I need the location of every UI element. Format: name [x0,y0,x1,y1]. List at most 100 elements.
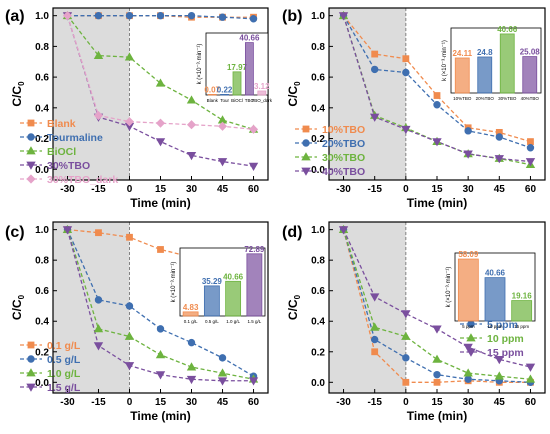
data-point [433,92,441,99]
x-tick-label: 0 [127,397,133,408]
legend-label: 20%TBO [322,138,365,150]
data-point [186,152,197,161]
data-point [186,375,197,385]
y-tick-label: 0.4 [35,103,49,114]
dark-region [329,222,406,393]
inset-bar-label: 40.66 [485,269,506,278]
data-point [218,354,227,362]
data-point [370,293,380,302]
y-tick-label: 0.2 [311,134,325,145]
data-point [464,127,472,135]
legend-marker [27,355,35,363]
data-point [495,133,504,141]
x-tick-label: 60 [248,397,260,408]
y-tick-label: 0.6 [35,286,49,297]
x-tick-label: 15 [155,184,167,195]
x-tick-label: -30 [60,397,75,408]
inset-bar-label: 0.22 [217,85,233,94]
data-point [371,348,379,356]
panel-1: -30 -15 0 15 30 45 60 0.0 0.2 0.4 0.6 0.8 1.0 Time (m… [5,7,273,210]
data-point [464,375,472,383]
y-axis-label: C/C0 [10,81,26,107]
data-point [370,322,380,331]
legend-marker [26,174,36,184]
x-tick-label: 60 [248,184,260,195]
x-tick-label: 0 [403,397,409,408]
inset-bar-label: 40.66 [239,34,260,43]
panel-label: (a) [5,8,25,25]
data-point [248,162,259,171]
inset-bar [182,311,199,317]
y-axis-label: C/C0 [286,81,302,107]
y-tick-label: 0.4 [311,317,325,328]
legend-label: 30%TBO_dark [47,174,118,186]
inset-y-label: k (×10⁻³·min⁻¹) [442,40,448,81]
inset-bar [220,94,230,96]
data-point [217,377,228,386]
data-point [525,374,536,383]
legend-marker [302,125,310,133]
data-point [62,11,73,21]
y-axis-label: C/C0 [10,294,26,320]
y-tick-label: 0.4 [311,103,325,114]
data-point [93,324,104,333]
data-point [494,155,504,164]
data-point [432,138,442,147]
data-point [187,338,196,347]
data-point [525,158,536,167]
x-tick-label: 0 [127,184,133,195]
data-point [124,331,135,340]
inset-category-label: 10 ppm [487,324,502,329]
inset-bar-label: 24.11 [452,49,472,58]
inset-category-label: BiOCl [231,98,243,103]
inset-bar [225,280,242,317]
inset-category-label: 1.5 g/L [247,319,261,324]
legend-marker [26,146,36,155]
data-point [155,371,166,380]
data-point [402,354,410,362]
data-point [155,350,166,359]
inset-bar-label: 24.8 [477,48,493,57]
legend-marker [27,133,35,141]
legend: Blank Tourmaline BiOCl 30%TBO 30%TBO_dark [20,118,118,186]
legend-marker [27,341,35,349]
y-tick-label: 0.6 [311,286,325,297]
data-point [124,117,135,127]
data-point [186,120,197,130]
legend-label: Blank [47,118,76,130]
x-tick-label: -15 [91,184,106,195]
inset-bar-label: 25.08 [520,48,541,57]
inset-y-label: k (×10⁻³·min⁻¹) [197,44,203,85]
legend-marker [26,383,36,392]
y-tick-label: 1.0 [35,225,49,236]
inset-category-label: 5 ppm [462,324,475,329]
y-tick-label: 1.0 [35,11,49,22]
y-tick-label: 0.0 [311,165,325,176]
y-tick-label: 0.2 [35,134,49,145]
panel-3: -30 -15 0 15 30 45 60 0.0 0.2 0.4 0.6 0.8 1.0 Time (m… [5,221,269,423]
data-point [125,11,134,20]
data-point [402,68,410,77]
data-point [463,150,473,159]
inset-category-label: Blank [207,98,219,103]
y-tick-label: 1.0 [311,11,325,22]
data-point [249,15,258,23]
data-point [494,371,504,380]
legend-label: 10 ppm [487,333,524,345]
data-point [401,310,411,319]
inset-bar [484,277,506,322]
legend-label: Tourmaline [47,132,103,144]
data-point [432,325,442,334]
inset-bar [232,71,242,96]
x-axis-label: Time (min) [407,196,467,210]
y-tick-label: 0.0 [35,378,49,389]
inset-bar-label: 4.83 [183,303,199,312]
data-point [94,296,103,304]
y-tick-label: 0.8 [311,42,325,53]
data-point [93,50,104,60]
x-tick-label: 60 [525,397,537,408]
panel-label: (d) [282,224,302,241]
data-point [155,138,166,147]
